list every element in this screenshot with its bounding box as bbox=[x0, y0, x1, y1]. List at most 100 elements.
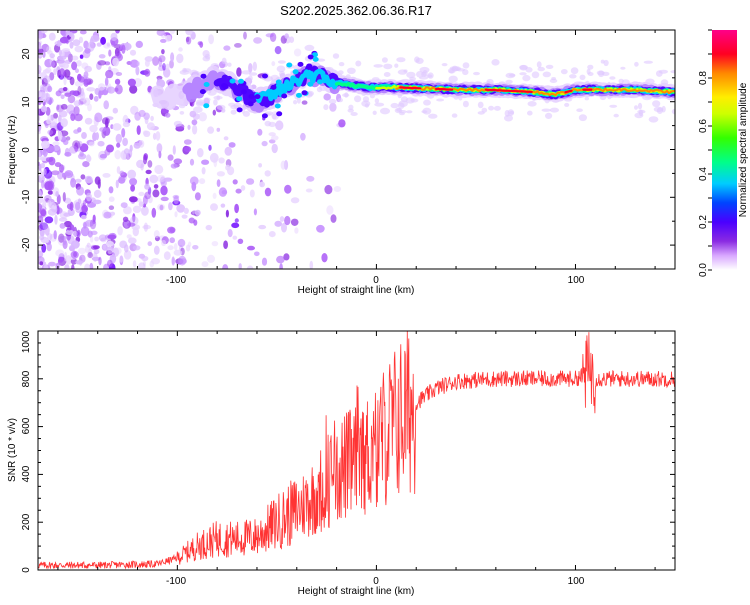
heatmap-cell bbox=[158, 65, 165, 72]
heatmap-cell bbox=[49, 72, 55, 81]
top-xtick-label: 100 bbox=[568, 275, 585, 286]
heatmap-cell bbox=[578, 114, 588, 122]
heatmap-cell bbox=[491, 59, 500, 66]
heatmap-cell bbox=[156, 30, 165, 36]
heatmap-cell bbox=[397, 69, 408, 75]
heatmap-cell bbox=[225, 209, 229, 218]
heatmap-cell bbox=[181, 214, 188, 219]
heatmap-cell bbox=[618, 78, 624, 84]
heatmap-cell bbox=[108, 196, 115, 202]
heatmap-cell bbox=[276, 65, 286, 73]
heatmap-cell bbox=[157, 203, 166, 211]
heatmap-cell bbox=[620, 66, 626, 70]
heatmap-cell bbox=[304, 44, 315, 52]
heatmap-cell bbox=[99, 153, 107, 159]
heatmap-cell bbox=[79, 151, 84, 157]
heatmap-cell bbox=[63, 220, 72, 228]
heatmap-cell bbox=[115, 179, 119, 189]
heatmap-cell bbox=[168, 202, 173, 211]
heatmap-cell bbox=[505, 79, 513, 84]
heatmap-cell bbox=[536, 61, 542, 68]
heatmap-cell bbox=[337, 70, 344, 75]
heatmap-cell bbox=[269, 32, 277, 42]
heatmap-cell bbox=[309, 260, 314, 269]
heatmap-cell bbox=[132, 260, 137, 268]
heatmap-cell bbox=[246, 178, 255, 185]
heatmap-cell bbox=[212, 109, 216, 116]
heatmap-cell bbox=[462, 100, 469, 108]
heatmap-cell bbox=[258, 224, 267, 230]
heatmap-cell bbox=[405, 97, 415, 104]
heatmap-cell bbox=[232, 235, 238, 240]
heatmap-cell bbox=[509, 73, 516, 77]
heatmap-cell bbox=[306, 175, 315, 182]
heatmap-cell bbox=[63, 212, 71, 217]
heatmap-cell bbox=[39, 261, 44, 266]
spectrogram-heatmap bbox=[38, 30, 675, 269]
colorbar-gradient bbox=[712, 30, 737, 270]
heatmap-cell bbox=[237, 238, 244, 244]
heatmap-cell bbox=[48, 261, 56, 267]
spectrogram-ticks bbox=[38, 29, 675, 270]
heatmap-cell bbox=[584, 96, 589, 101]
heatmap-cell bbox=[81, 132, 87, 139]
heatmap-cell bbox=[112, 123, 122, 131]
heatmap-cell bbox=[76, 60, 82, 67]
heatmap-cell bbox=[152, 56, 160, 66]
heatmap-cell bbox=[609, 76, 616, 80]
heatmap-cell bbox=[57, 130, 63, 141]
heatmap-cell bbox=[144, 116, 149, 125]
heatmap-cell bbox=[643, 60, 653, 64]
heatmap-cell bbox=[86, 242, 91, 248]
heatmap-cell bbox=[596, 70, 605, 76]
heatmap-cell bbox=[522, 74, 531, 82]
heatmap-cell bbox=[199, 178, 206, 185]
heatmap-cell bbox=[238, 263, 242, 269]
heatmap-cell bbox=[123, 206, 132, 215]
heatmap-cell bbox=[224, 146, 233, 156]
heatmap-cell bbox=[638, 109, 644, 117]
heatmap-cell bbox=[143, 222, 148, 232]
heatmap-cell bbox=[77, 247, 87, 255]
heatmap-cell bbox=[236, 96, 243, 102]
heatmap-cell bbox=[39, 96, 44, 104]
heatmap-cell bbox=[323, 104, 329, 111]
spectral-peak bbox=[435, 87, 454, 91]
heatmap-cell bbox=[284, 215, 291, 226]
bottom-xaxis-label: Height of straight line (km) bbox=[298, 586, 415, 597]
heatmap-cell bbox=[473, 71, 480, 76]
heatmap-cell bbox=[259, 181, 265, 188]
heatmap-cell bbox=[49, 53, 55, 59]
heatmap-cell bbox=[570, 67, 579, 75]
heatmap-cell bbox=[133, 142, 141, 149]
heatmap-cell bbox=[301, 90, 308, 96]
heatmap-cell bbox=[44, 238, 49, 243]
colorbar-tick-label: 0.6 bbox=[698, 119, 709, 133]
heatmap-cell bbox=[163, 68, 171, 78]
heatmap-cell bbox=[47, 208, 57, 216]
heatmap-cell bbox=[118, 176, 126, 184]
heatmap-cell bbox=[121, 128, 126, 138]
bottom-ytick-label: 600 bbox=[21, 417, 32, 434]
heatmap-cell bbox=[236, 67, 242, 77]
heatmap-cell bbox=[415, 57, 424, 64]
heatmap-cell bbox=[380, 107, 390, 115]
heatmap-cell bbox=[537, 66, 545, 72]
heatmap-cell bbox=[158, 150, 162, 159]
heatmap-cell bbox=[213, 95, 223, 100]
heatmap-cell bbox=[264, 187, 272, 197]
heatmap-cell bbox=[161, 239, 167, 247]
heatmap-cell bbox=[60, 103, 68, 110]
heatmap-cell bbox=[519, 64, 528, 70]
heatmap-cell bbox=[185, 36, 190, 43]
heatmap-cell bbox=[218, 187, 227, 197]
heatmap-cell bbox=[398, 110, 407, 114]
heatmap-cell bbox=[144, 59, 150, 67]
heatmap-cell bbox=[51, 61, 55, 67]
heatmap-cell bbox=[146, 122, 155, 131]
heatmap-cell bbox=[509, 110, 514, 115]
heatmap-cell bbox=[207, 126, 215, 134]
heatmap-cell bbox=[97, 83, 106, 91]
heatmap-cell bbox=[173, 243, 178, 251]
